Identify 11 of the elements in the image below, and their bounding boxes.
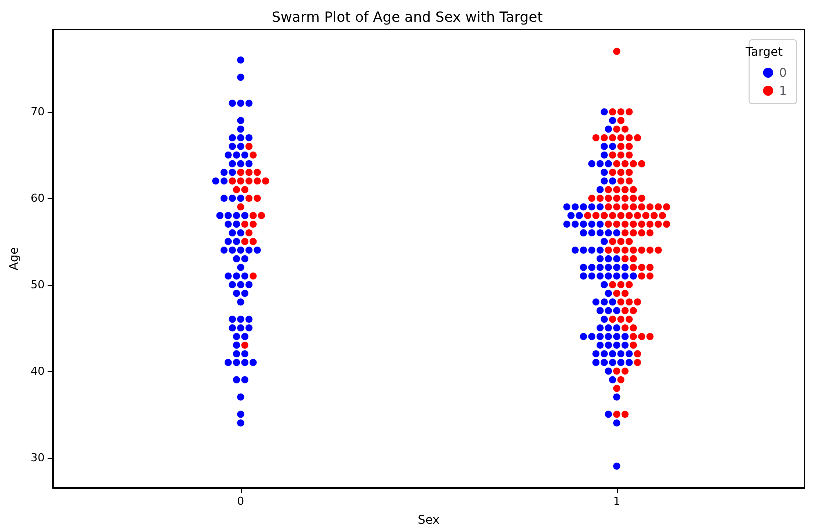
y-tick-label: 70 [30, 106, 45, 119]
y-tick-label: 60 [30, 192, 45, 206]
y-tick-label: 50 [30, 278, 45, 292]
legend-label: 0 [779, 66, 788, 80]
legend-title: Target [744, 45, 784, 59]
y-tick-label: 30 [30, 451, 45, 464]
y-axis-title: Age [7, 247, 21, 271]
legend-label: 1 [779, 84, 788, 98]
y-tick-label: 40 [30, 364, 45, 378]
x-axis-title: Sex [418, 513, 440, 527]
chart-title: Swarm Plot of Age and Sex with Target [272, 10, 544, 26]
